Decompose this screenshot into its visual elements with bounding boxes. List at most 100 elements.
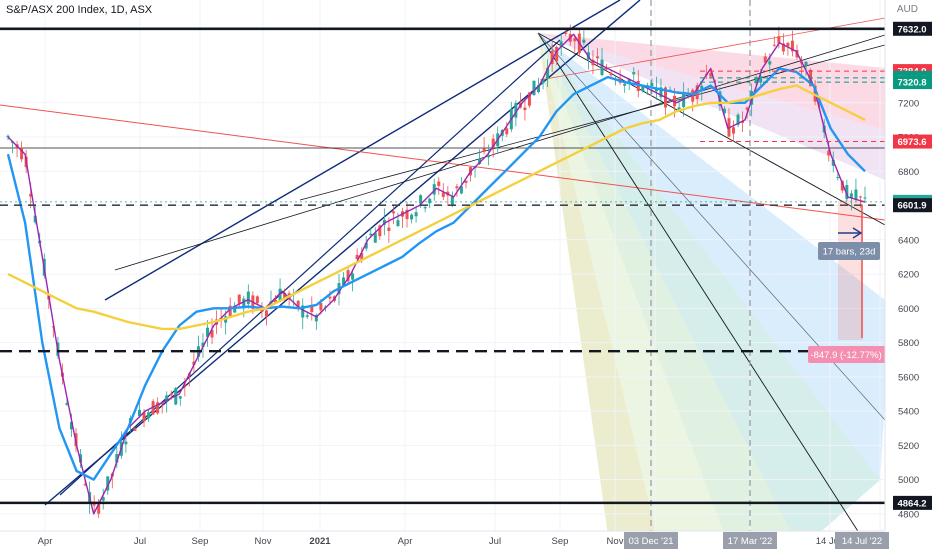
candle-body [342, 277, 346, 286]
candle-body [732, 127, 736, 134]
candle-body [410, 214, 414, 220]
date-highlight-label: 03 Dec '21 [628, 536, 673, 547]
time-axis[interactable]: AprJulSepNov2021AprJulSepNovJanMay14 Jun… [0, 530, 932, 550]
y-tick-label: 6400 [898, 235, 919, 246]
candle-body [355, 254, 359, 260]
candle-body [69, 421, 73, 430]
candle-body [432, 184, 436, 195]
overlays: 17 bars, 23d -847.9 (-12.77%) - [808, 200, 890, 363]
candle-body [33, 215, 37, 223]
price-label-bg [893, 134, 932, 149]
candle-body [514, 103, 518, 118]
candle-body [487, 155, 491, 158]
candle-body [83, 484, 87, 486]
price-axis[interactable]: 4800500052005400560058006000620064006600… [884, 0, 932, 550]
candle-body [541, 78, 545, 84]
date-highlight-bg [723, 532, 777, 549]
candle-body [491, 138, 495, 149]
candle-body [142, 412, 146, 422]
trendline [537, 32, 886, 226]
trendlines [0, 0, 886, 551]
candle-body [147, 412, 151, 419]
price-label: 7320.8 [897, 78, 926, 89]
annotation-text: 17 bars, 23d [823, 247, 876, 258]
candle-body [564, 32, 568, 35]
candle-body [92, 504, 96, 506]
candle-body [546, 67, 550, 79]
candle-body [305, 315, 309, 317]
currency-label: AUD [896, 4, 918, 15]
candle-body [722, 108, 726, 114]
candle-body [419, 195, 423, 204]
candle-body [391, 211, 395, 214]
candle-body [582, 39, 586, 43]
candle-body [595, 56, 599, 59]
price-label: 7632.0 [897, 24, 926, 35]
candle-body [836, 177, 840, 179]
candle-body [754, 77, 758, 83]
candle-body [373, 232, 377, 243]
candle-body [97, 502, 101, 514]
candle-body [450, 196, 454, 205]
candle-body [183, 384, 187, 386]
grid [0, 0, 885, 531]
y-tick-label: 5800 [898, 338, 919, 349]
candle-body [396, 220, 400, 227]
candle-body [559, 41, 563, 47]
price-label-bg [893, 495, 932, 510]
fan-zone [538, 33, 885, 130]
candle-body [632, 72, 636, 75]
candle-body [237, 294, 241, 304]
candle-body [641, 86, 645, 92]
candle-body [242, 298, 246, 309]
candle-body [369, 233, 373, 236]
candle-body [772, 44, 776, 46]
candle-body [827, 150, 831, 156]
candle-body [283, 292, 287, 299]
series-line-2 [7, 84, 866, 331]
annotation-badge [808, 346, 890, 363]
chart-title: S&P/ASX 200 Index, 1D, ASX [6, 4, 153, 16]
candle-body [478, 158, 482, 164]
candle-body [178, 396, 182, 399]
candle-body [328, 296, 332, 299]
y-tick-label: 5400 [898, 407, 919, 418]
candle-body [360, 253, 364, 260]
candle-body [709, 73, 713, 77]
candle-body [382, 219, 386, 225]
price-label-bg [893, 75, 932, 90]
candle-body [351, 273, 355, 280]
candle-body [863, 197, 867, 199]
candle-body [532, 80, 536, 96]
price-axis-bg [885, 0, 932, 550]
measure-arrow-head [852, 227, 863, 239]
candle-body [414, 212, 418, 217]
candle-body [804, 61, 808, 66]
price-label-bg [893, 198, 932, 213]
candle-body [505, 128, 509, 135]
date-highlight-bg [835, 532, 889, 549]
candle-body [278, 288, 282, 302]
candle-body [659, 87, 663, 98]
candle-body [623, 83, 627, 86]
candle-body [840, 180, 844, 191]
y-tick-label: 5600 [898, 372, 919, 383]
candle-body [65, 402, 69, 405]
candle-body [106, 476, 110, 491]
candle-body [210, 329, 214, 338]
fan-zone [538, 33, 880, 550]
price-label: 6601.9 [897, 201, 926, 212]
candle-body [482, 148, 486, 152]
candle-body [537, 85, 541, 93]
y-tick-label: 5000 [898, 475, 919, 486]
candle-body [523, 107, 527, 111]
x-tick-label: Jul [134, 536, 146, 547]
candle-body [691, 89, 695, 102]
candle-body [423, 207, 427, 209]
candle-body [759, 76, 763, 83]
candle-body [346, 270, 350, 282]
x-tick-label: Nov [255, 536, 272, 547]
measure-range-box [838, 200, 863, 340]
